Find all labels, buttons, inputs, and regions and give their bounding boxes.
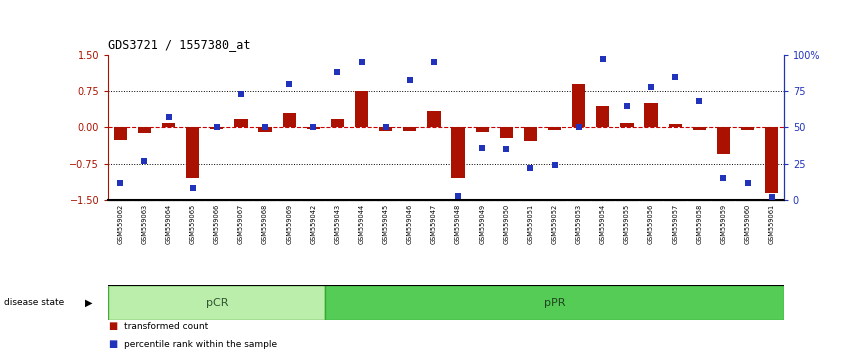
Point: [692, 98, 706, 104]
Text: GSM559060: GSM559060: [745, 204, 751, 244]
Point: [740, 180, 754, 185]
Text: transformed count: transformed count: [124, 322, 208, 331]
Bar: [258, 127, 272, 132]
Text: percentile rank within the sample: percentile rank within the sample: [124, 340, 277, 349]
Point: [500, 147, 514, 152]
Bar: [210, 127, 223, 129]
Point: [523, 165, 537, 171]
Point: [403, 77, 417, 82]
Text: GSM559042: GSM559042: [310, 204, 316, 244]
Bar: [404, 127, 417, 131]
Point: [716, 176, 730, 181]
Text: GSM559046: GSM559046: [407, 204, 413, 244]
Bar: [282, 113, 296, 127]
Text: pCR: pCR: [205, 298, 228, 308]
Text: pPR: pPR: [544, 298, 565, 308]
Bar: [326, 285, 784, 320]
Point: [644, 84, 658, 90]
Bar: [548, 127, 561, 130]
Point: [572, 125, 585, 130]
Point: [282, 81, 296, 87]
Text: ■: ■: [108, 339, 118, 349]
Bar: [669, 124, 682, 127]
Bar: [331, 119, 344, 127]
Text: GSM559051: GSM559051: [527, 204, 533, 244]
Point: [547, 162, 561, 168]
Bar: [717, 127, 730, 154]
Text: GSM559063: GSM559063: [141, 204, 147, 244]
Point: [307, 125, 320, 130]
Text: GSM559058: GSM559058: [696, 204, 702, 244]
Text: GSM559067: GSM559067: [238, 204, 244, 244]
Bar: [162, 122, 175, 127]
Bar: [475, 127, 488, 132]
Text: GSM559055: GSM559055: [624, 204, 630, 244]
Point: [475, 145, 489, 150]
Bar: [765, 127, 779, 193]
Text: GSM559066: GSM559066: [214, 204, 220, 244]
Bar: [524, 127, 537, 141]
Point: [765, 194, 779, 200]
Text: GSM559069: GSM559069: [286, 204, 292, 244]
Bar: [451, 127, 465, 178]
Text: GSM559065: GSM559065: [190, 204, 196, 244]
Bar: [108, 285, 326, 320]
Point: [210, 125, 223, 130]
Point: [138, 158, 152, 164]
Bar: [113, 127, 127, 139]
Text: GSM559053: GSM559053: [576, 204, 582, 244]
Text: GSM559049: GSM559049: [479, 204, 485, 244]
Text: ▶: ▶: [85, 298, 93, 308]
Point: [378, 125, 392, 130]
Point: [185, 185, 199, 191]
Bar: [307, 127, 320, 129]
Point: [355, 59, 369, 65]
Point: [596, 56, 610, 62]
Text: GSM559064: GSM559064: [165, 204, 171, 244]
Text: GDS3721 / 1557380_at: GDS3721 / 1557380_at: [108, 38, 251, 51]
Text: GSM559054: GSM559054: [600, 204, 606, 244]
Text: GSM559061: GSM559061: [769, 204, 775, 244]
Text: GSM559059: GSM559059: [721, 204, 727, 244]
Bar: [644, 103, 657, 127]
Point: [258, 125, 272, 130]
Text: GSM559047: GSM559047: [431, 204, 437, 244]
Bar: [427, 110, 441, 127]
Bar: [596, 105, 610, 127]
Point: [331, 69, 345, 75]
Bar: [693, 127, 706, 130]
Bar: [138, 127, 151, 133]
Bar: [355, 91, 368, 127]
Text: GSM559057: GSM559057: [672, 204, 678, 244]
Point: [162, 114, 176, 120]
Text: GSM559056: GSM559056: [648, 204, 654, 244]
Text: GSM559048: GSM559048: [455, 204, 461, 244]
Bar: [741, 127, 754, 130]
Bar: [379, 127, 392, 131]
Point: [451, 193, 465, 199]
Point: [620, 103, 634, 108]
Point: [669, 74, 682, 80]
Text: disease state: disease state: [4, 298, 65, 307]
Bar: [572, 84, 585, 127]
Bar: [186, 127, 199, 178]
Text: GSM559045: GSM559045: [383, 204, 389, 244]
Text: GSM559043: GSM559043: [334, 204, 340, 244]
Text: GSM559050: GSM559050: [503, 204, 509, 244]
Bar: [620, 122, 634, 127]
Text: GSM559044: GSM559044: [359, 204, 365, 244]
Point: [234, 91, 248, 97]
Text: GSM559068: GSM559068: [262, 204, 268, 244]
Text: GSM559052: GSM559052: [552, 204, 558, 244]
Bar: [235, 119, 248, 127]
Bar: [500, 127, 513, 138]
Text: ■: ■: [108, 321, 118, 331]
Point: [427, 59, 441, 65]
Text: GSM559062: GSM559062: [117, 204, 123, 244]
Point: [113, 180, 127, 185]
